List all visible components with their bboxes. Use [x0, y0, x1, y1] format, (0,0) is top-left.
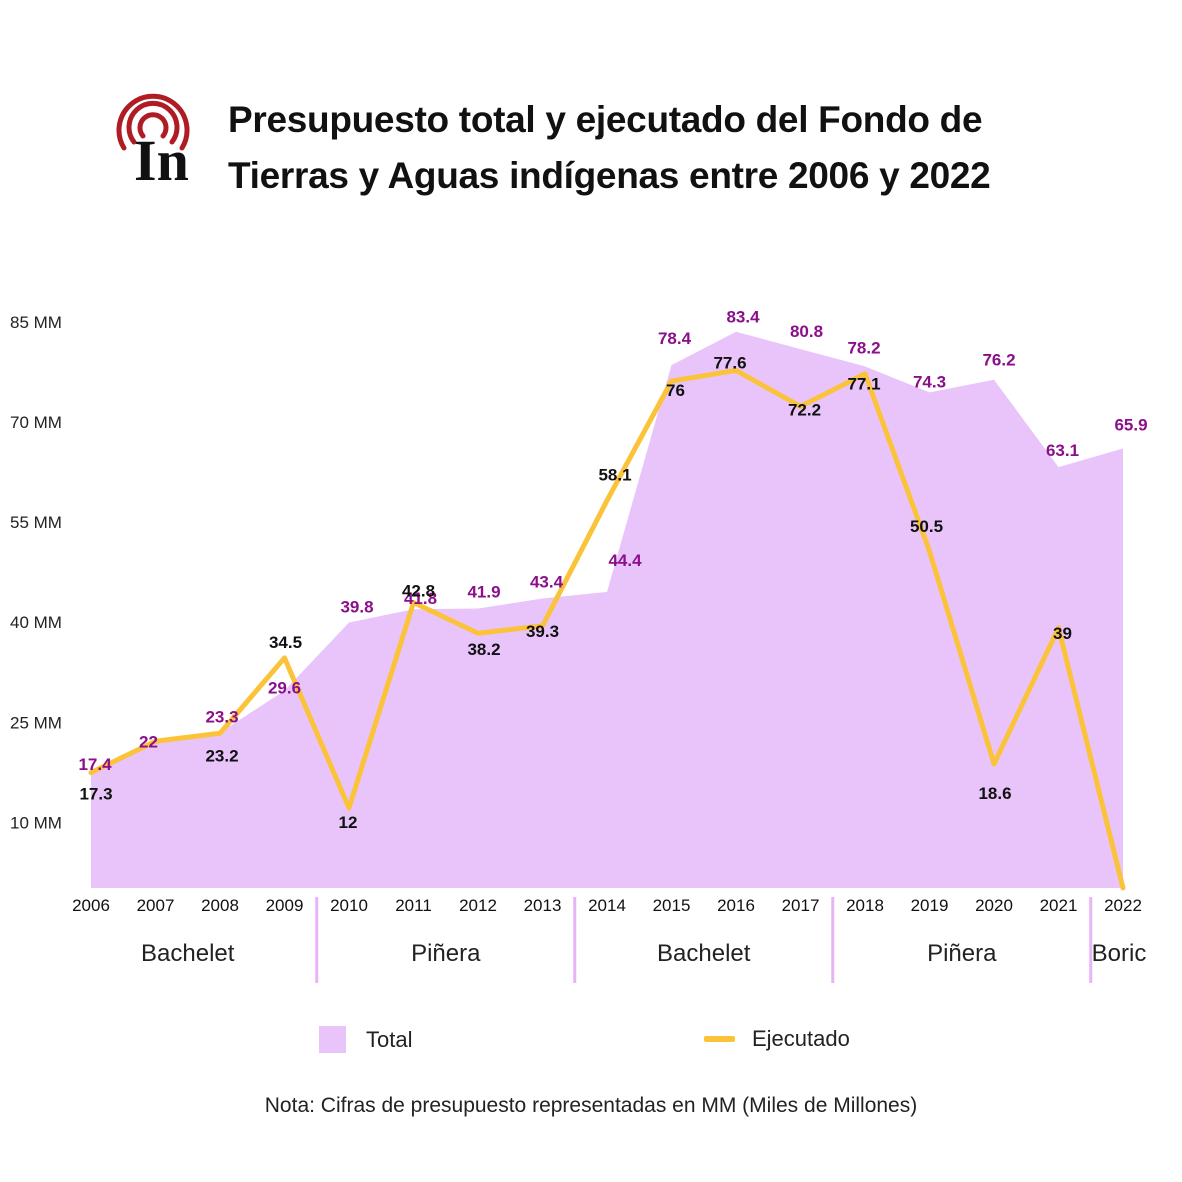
total-data-label: 78.2: [847, 338, 880, 357]
total-data-label: 22: [139, 732, 158, 751]
ejecutado-data-label: 12: [339, 813, 358, 832]
total-data-label: 83.4: [726, 308, 760, 327]
x-tick-label: 2015: [653, 896, 691, 915]
ejecutado-data-label: 50.5: [910, 517, 943, 536]
ejecutado-line: [88, 367, 1126, 891]
total-data-label: 78.4: [658, 329, 692, 348]
y-tick-label: 40 MM: [10, 613, 62, 632]
ejecutado-data-label: 58.1: [598, 465, 631, 484]
x-tick-label: 2008: [201, 896, 239, 915]
period-label: Piñera: [411, 940, 481, 967]
total-data-label: 44.4: [608, 551, 642, 570]
ejecutado-data-label: 17.3: [79, 785, 112, 804]
total-data-label: 65.9: [1114, 415, 1147, 434]
period-label: Boric: [1092, 940, 1147, 967]
x-tick-label: 2018: [846, 896, 884, 915]
x-tick-label: 2009: [266, 896, 304, 915]
ejecutado-data-label: 18.6: [978, 784, 1011, 803]
x-tick-label: 2010: [330, 896, 368, 915]
y-tick-label: 25 MM: [10, 713, 62, 732]
x-tick-label: 2012: [459, 896, 497, 915]
total-data-label: 23.3: [205, 708, 238, 727]
ejecutado-data-label: 39.3: [526, 622, 559, 641]
x-tick-label: 2016: [717, 896, 755, 915]
total-data-label: 39.8: [340, 598, 373, 617]
y-tick-label: 70 MM: [10, 413, 62, 432]
total-area: [91, 331, 1123, 888]
chart-title-line-2: Tierras y Aguas indígenas entre 2006 y 2…: [228, 155, 991, 196]
x-tick-label: 2011: [395, 896, 432, 915]
logo-icon: In: [116, 93, 190, 184]
legend-total: Total: [319, 1026, 412, 1053]
x-tick-label: 2014: [588, 896, 626, 915]
ejecutado-data-label: 39: [1053, 624, 1072, 643]
ejecutado-data-label: 77.6: [713, 353, 746, 372]
x-tick-label: 2017: [782, 896, 820, 915]
ejecutado-data-label: 42.8: [402, 582, 435, 601]
x-tick-label: 2007: [137, 896, 175, 915]
total-data-label: 63.1: [1046, 441, 1079, 460]
ejecutado-data-label: 23.2: [205, 746, 238, 765]
y-tick-label: 55 MM: [10, 513, 62, 532]
y-tick-label: 10 MM: [10, 813, 62, 832]
ejecutado-data-label: 34.5: [269, 633, 302, 652]
legend-total-swatch: [319, 1026, 346, 1053]
total-data-label: 41.8: [404, 589, 437, 608]
x-tick-label: 2022: [1104, 896, 1142, 915]
total-data-label: 74.3: [913, 372, 946, 391]
legend-total-label: Total: [366, 1026, 413, 1052]
total-data-label: 17.4: [78, 755, 112, 774]
x-tick-label: 2013: [524, 896, 562, 915]
x-tick-label: 2021: [1040, 896, 1078, 915]
period-label: Bachelet: [657, 940, 751, 967]
legend-ejecutado: Ejecutado: [704, 1026, 850, 1052]
x-tick-label: 2019: [911, 896, 949, 915]
total-data-label: 76.2: [982, 351, 1015, 370]
period-label: Piñera: [927, 940, 997, 967]
y-tick-label: 85 MM: [10, 313, 62, 332]
total-data-label: 29.6: [268, 679, 301, 698]
ejecutado-data-label: 76: [666, 381, 685, 400]
ejecutado-data-label: 77.1: [847, 375, 880, 394]
total-data-label: 43.4: [530, 573, 564, 592]
legend-ejecutado-label: Ejecutado: [752, 1026, 850, 1051]
footnote: Nota: Cifras de presupuesto representada…: [264, 1094, 918, 1117]
logo-text: In: [134, 128, 189, 184]
total-data-label: 80.8: [790, 322, 823, 341]
chart-title: Presupuesto total y ejecutado del Fondo …: [228, 92, 1128, 204]
x-tick-label: 2006: [72, 896, 110, 915]
legend-ejecutado-swatch: [704, 1036, 735, 1042]
radio-waves-icon: [116, 93, 190, 151]
period-label: Bachelet: [141, 940, 235, 967]
ejecutado-data-label: 38.2: [467, 640, 500, 659]
total-data-label: 41.9: [467, 583, 500, 602]
chart-title-line-1: Presupuesto total y ejecutado del Fondo …: [228, 99, 983, 140]
x-tick-label: 2020: [975, 896, 1013, 915]
ejecutado-data-label: 72.2: [788, 400, 821, 419]
